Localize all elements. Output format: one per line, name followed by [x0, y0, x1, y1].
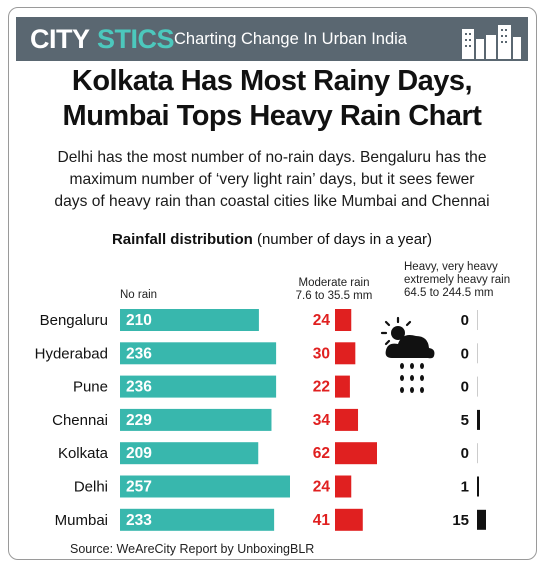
moderate-rain-value-kolkata: 62 — [313, 445, 330, 462]
card-frame — [8, 7, 537, 560]
category-label-mumbai: Mumbai — [55, 512, 108, 529]
headline: Kolkata Has Most Rainy Days, Mumbai Tops… — [16, 64, 528, 134]
city-skyline-icon — [462, 25, 521, 59]
heavy-rain-bar-bengaluru — [477, 310, 478, 330]
brand-logo-part1: CITY — [30, 24, 90, 54]
chart-caption-rest: (number of days in a year) — [256, 231, 433, 248]
category-label-chennai: Chennai — [52, 412, 108, 429]
no-rain-bar-kolkata — [120, 442, 259, 465]
heavy-rain-bar-kolkata — [477, 443, 478, 464]
heavy-rain-value-chennai: 5 — [461, 412, 469, 429]
no-rain-bar-pune — [120, 375, 277, 398]
brand-logo-part2: STICS — [97, 24, 175, 54]
moderate-rain-value-pune: 22 — [313, 379, 330, 396]
no-rain-value-hyderabad: 236 — [126, 345, 152, 362]
category-label-delhi: Delhi — [74, 479, 108, 496]
moderate-rain-bar-pune — [335, 375, 350, 398]
moderate-header-line-2: 7.6 to 35.5 mm — [295, 290, 373, 302]
heavy-rain-bar-pune — [477, 376, 478, 397]
heavy-header-line-2: extremely heavy rain — [404, 274, 511, 286]
heavy-rain-value-hyderabad: 0 — [461, 345, 469, 362]
heavy-rain-value-delhi: 1 — [461, 479, 469, 496]
category-label-pune: Pune — [73, 379, 108, 396]
moderate-rain-bar-hyderabad — [335, 342, 356, 365]
no-rain-value-kolkata: 209 — [126, 445, 152, 462]
category-label-kolkata: Kolkata — [58, 445, 109, 462]
heavy-rain-value-pune: 0 — [461, 379, 469, 396]
heavy-header-line-3: 64.5 to 244.5 mm — [404, 287, 494, 299]
heavy-rain-column-header: Heavy, very heavy extremely heavy rain 6… — [404, 261, 534, 300]
no-rain-value-chennai: 229 — [126, 412, 152, 429]
no-rain-bar-mumbai — [120, 508, 275, 531]
header-tagline: Charting Change In Urban India — [174, 30, 407, 48]
moderate-rain-bar-bengaluru — [335, 309, 352, 331]
moderate-header-line-1: Moderate rain — [298, 277, 370, 289]
no-rain-bar-hyderabad — [120, 342, 277, 365]
moderate-rain-value-chennai: 34 — [313, 412, 331, 429]
no-rain-value-mumbai: 233 — [126, 512, 152, 529]
heavy-rain-value-mumbai: 15 — [452, 512, 469, 529]
heavy-header-line-1: Heavy, very heavy — [404, 261, 498, 273]
rain-cloud-sun-icon — [380, 316, 435, 393]
subtitle-line-1: Delhi has the most number of no-rain day… — [57, 149, 487, 166]
moderate-rain-column-header: Moderate rain 7.6 to 35.5 mm — [284, 277, 384, 303]
moderate-rain-bar-kolkata — [335, 442, 377, 465]
moderate-rain-bar-delhi — [335, 475, 352, 498]
headline-line-2: Mumbai Tops Heavy Rain Chart — [62, 100, 482, 132]
moderate-rain-value-bengaluru: 24 — [313, 312, 331, 329]
no-rain-bar-bengaluru — [120, 309, 259, 331]
subtitle-line-3: days of heavy rain than coastal cities l… — [54, 193, 490, 210]
moderate-rain-value-mumbai: 41 — [313, 512, 331, 529]
heavy-rain-value-kolkata: 0 — [461, 445, 469, 462]
no-rain-column-header: No rain — [120, 289, 157, 302]
chart-caption: Rainfall distribution (number of days in… — [22, 230, 522, 250]
subtitle: Delhi has the most number of no-rain day… — [22, 147, 522, 213]
chart-caption-bold: Rainfall distribution — [111, 231, 253, 248]
category-label-hyderabad: Hyderabad — [35, 345, 108, 362]
no-rain-header-line-1: No rain — [120, 289, 158, 301]
no-rain-value-bengaluru: 210 — [126, 312, 152, 329]
no-rain-value-pune: 236 — [126, 379, 152, 396]
heavy-rain-bar-mumbai — [477, 509, 486, 530]
category-label-bengaluru: Bengaluru — [40, 312, 108, 329]
heavy-rain-bar-chennai — [477, 409, 480, 430]
no-rain-bar-delhi — [120, 475, 290, 498]
subtitle-line-2: maximum number of ‘very light rain’ days… — [69, 171, 475, 188]
moderate-rain-value-hyderabad: 30 — [313, 345, 330, 362]
moderate-rain-value-delhi: 24 — [313, 479, 331, 496]
no-rain-bar-chennai — [120, 408, 272, 431]
headline-line-1: Kolkata Has Most Rainy Days, — [71, 65, 473, 97]
header-banner: CITY STICS Charting Change In Urban Indi… — [16, 17, 528, 61]
heavy-rain-bar-delhi — [477, 476, 479, 497]
heavy-rain-value-bengaluru: 0 — [461, 312, 469, 329]
moderate-rain-bar-chennai — [335, 408, 359, 431]
heavy-rain-bar-hyderabad — [477, 343, 478, 364]
source-note: Source: WeAreCity Report by UnboxingBLR — [70, 542, 315, 556]
no-rain-value-delhi: 257 — [126, 479, 152, 496]
moderate-rain-bar-mumbai — [335, 508, 363, 531]
